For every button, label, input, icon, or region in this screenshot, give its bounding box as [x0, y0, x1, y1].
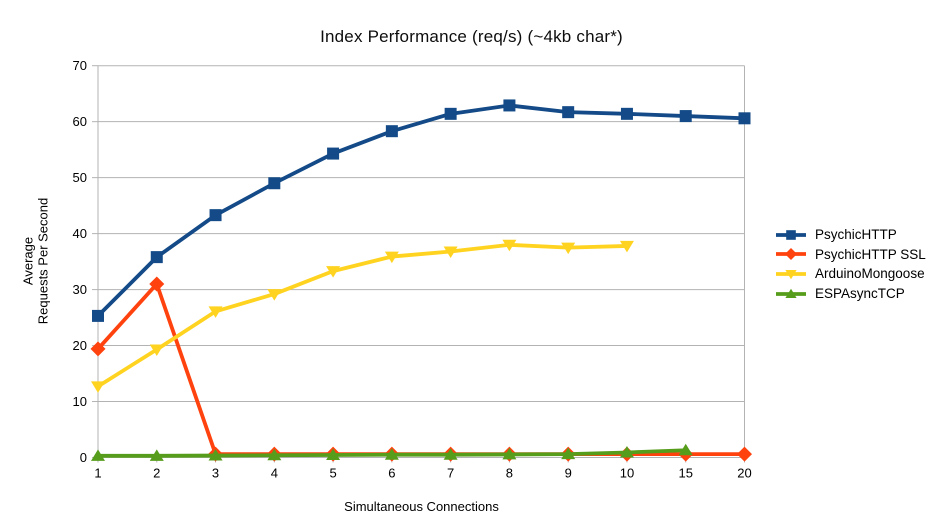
marker-psychichttp-4	[268, 177, 281, 190]
marker-espasynctcp-2	[149, 449, 164, 461]
x-tick-label-15: 15	[678, 466, 692, 481]
legend-item-arduinomongoose: ArduinoMongoose	[775, 264, 926, 284]
marker-psychichttp-8	[503, 99, 516, 112]
x-tick-label-1: 1	[94, 466, 101, 481]
marker-espasynctcp-10	[619, 445, 634, 458]
marker-arduinomongoose-8	[502, 239, 517, 252]
legend-item-psychichttp-ssl: PsychicHTTP SSL	[775, 245, 926, 265]
y-axis-title-line-1: Average	[20, 236, 36, 286]
y-tick-label-20: 20	[73, 338, 87, 353]
y-tick-label-40: 40	[73, 226, 87, 241]
x-tick-label-2: 2	[153, 466, 160, 481]
legend-triangle-down-marker-icon-arduinomongoose	[776, 269, 806, 280]
x-tick-label-9: 9	[565, 466, 572, 481]
marker-psychichttp-7	[444, 107, 457, 120]
legend-marker-glyph-espasynctcp	[785, 288, 797, 298]
marker-arduinomongoose-2	[149, 344, 164, 356]
legend-label-psychichttp-ssl: PsychicHTTP SSL	[815, 246, 926, 262]
legend-marker-glyph-psychichttp	[786, 229, 796, 240]
marker-psychichttp-2	[150, 251, 163, 264]
legend-diamond-marker-icon-psychichttp-ssl	[776, 248, 806, 261]
legend-item-espasynctcp: ESPAsyncTCP	[775, 284, 926, 304]
marker-espasynctcp-4	[267, 448, 282, 461]
chart-title: Index Performance (req/s) (~4kb char*)	[320, 27, 623, 46]
y-tick-label-30: 30	[73, 282, 87, 297]
x-tick-label-7: 7	[447, 466, 454, 481]
marker-psychichttp-15	[679, 110, 692, 123]
marker-psychichttp-ssl-1	[90, 341, 106, 357]
y-axis-title: Average Requests Per Second	[21, 198, 52, 324]
marker-espasynctcp-8	[502, 447, 517, 460]
marker-arduinomongoose-4	[267, 289, 282, 301]
marker-psychichttp-9	[562, 106, 575, 119]
y-tick-label-0: 0	[80, 450, 87, 465]
x-tick-label-10: 10	[620, 466, 634, 481]
legend-marker-glyph-arduinomongoose	[785, 269, 797, 280]
marker-arduinomongoose-3	[208, 306, 223, 318]
y-tick-label-10: 10	[73, 394, 87, 409]
legend-label-espasynctcp: ESPAsyncTCP	[815, 286, 905, 302]
marker-psychichttp-20	[738, 112, 751, 125]
marker-arduinomongoose-6	[384, 251, 399, 264]
marker-espasynctcp-1	[91, 449, 105, 461]
x-tick-label-4: 4	[271, 466, 278, 481]
x-tick-label-6: 6	[388, 466, 395, 481]
legend-label-arduinomongoose: ArduinoMongoose	[815, 266, 925, 282]
marker-espasynctcp-5	[326, 448, 341, 460]
legend-label-psychichttp: PsychicHTTP	[815, 227, 897, 243]
marker-arduinomongoose-7	[443, 246, 458, 259]
marker-arduinomongoose-1	[91, 381, 105, 393]
y-tick-label-60: 60	[73, 114, 87, 129]
marker-psychichttp-1	[92, 309, 104, 322]
x-axis-title: Simultaneous Connections	[344, 499, 499, 514]
marker-espasynctcp-6	[384, 448, 399, 460]
marker-espasynctcp-15	[678, 443, 693, 456]
series-line-psychichttp	[96, 103, 745, 318]
marker-psychichttp-5	[327, 147, 340, 160]
series-line-arduinomongoose	[96, 242, 628, 389]
x-tick-label-8: 8	[506, 466, 513, 481]
marker-psychichttp-ssl-2	[149, 276, 165, 292]
marker-espasynctcp-3	[208, 449, 223, 461]
marker-arduinomongoose-9	[561, 242, 576, 255]
marker-psychichttp-6	[385, 125, 398, 138]
legend-square-marker-icon-psychichttp	[776, 229, 806, 240]
y-tick-label-70: 70	[73, 58, 87, 73]
marker-espasynctcp-7	[443, 448, 458, 460]
chart-legend: PsychicHTTP PsychicHTTP SSL ArduinoMongoos…	[775, 225, 926, 303]
y-tick-label-50: 50	[73, 170, 87, 185]
legend-item-psychichttp: PsychicHTTP	[775, 225, 926, 245]
marker-psychichttp-ssl-20	[737, 446, 752, 462]
x-tick-label-3: 3	[212, 466, 219, 481]
marker-psychichttp-3	[209, 209, 222, 222]
marker-arduinomongoose-5	[326, 266, 341, 278]
legend-triangle-up-marker-icon-espasynctcp	[776, 288, 806, 298]
legend-marker-glyph-psychichttp-ssl	[785, 248, 797, 261]
marker-psychichttp-10	[620, 107, 633, 120]
series-line-psychichttp-ssl	[96, 282, 745, 457]
x-tick-label-5: 5	[329, 466, 336, 481]
y-axis-title-line-2: Requests Per Second	[36, 197, 51, 325]
x-tick-label-20: 20	[737, 466, 751, 481]
marker-arduinomongoose-10	[619, 240, 634, 253]
marker-espasynctcp-9	[561, 447, 576, 460]
